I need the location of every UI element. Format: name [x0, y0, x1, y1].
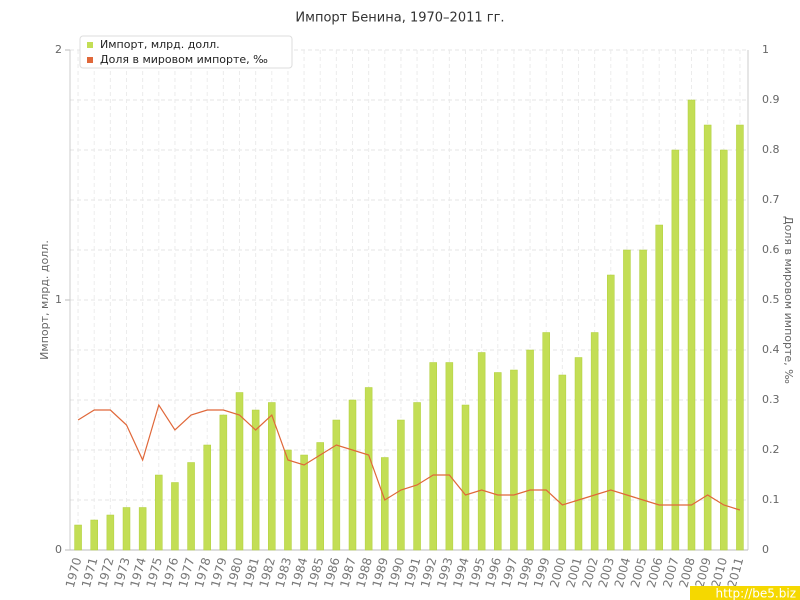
y2-axis-title: Доля в мировом импорте, ‰	[782, 216, 795, 384]
line	[77, 403, 741, 511]
bar	[348, 399, 357, 551]
bar	[494, 372, 502, 551]
y2-tick-label: 0.8	[762, 143, 780, 156]
y2-tick-label: 0.3	[762, 393, 780, 406]
bar	[655, 224, 663, 551]
y-tick-label: 2	[55, 43, 62, 56]
bar	[720, 149, 728, 551]
bar	[90, 519, 98, 551]
bar	[429, 362, 437, 551]
bar	[219, 414, 228, 551]
legend-swatch	[87, 57, 93, 63]
watermark: http://be5.biz	[716, 587, 796, 600]
bar	[639, 249, 647, 551]
bar	[397, 419, 405, 551]
bar	[106, 514, 115, 551]
bar	[671, 149, 680, 551]
bar	[155, 474, 163, 551]
y2-tick-label: 0.2	[762, 443, 780, 456]
bar	[558, 374, 567, 551]
bar	[526, 349, 534, 551]
bar	[736, 124, 744, 551]
bar	[171, 482, 179, 551]
y2-tick-label: 0.6	[762, 243, 780, 256]
watermark-bg	[690, 586, 800, 600]
y2-tick-label: 0.1	[762, 493, 780, 506]
y2-tick-label: 0.9	[762, 93, 780, 106]
legend-swatch	[87, 42, 93, 48]
bar	[445, 362, 454, 551]
bar	[268, 402, 276, 551]
bar	[590, 332, 599, 551]
legend-box	[79, 35, 293, 69]
bar	[413, 402, 421, 551]
bar	[74, 524, 82, 551]
bar	[703, 124, 712, 551]
bar	[122, 507, 131, 551]
bar	[332, 419, 341, 551]
bar	[235, 392, 244, 551]
y-tick-label: 0	[55, 543, 62, 556]
y2-tick-label: 0.5	[762, 293, 780, 306]
bar	[461, 404, 470, 551]
bar	[687, 99, 696, 551]
legend-label: Импорт, млрд. долл.	[100, 38, 220, 51]
bar	[138, 507, 147, 551]
y2-tick-label: 0	[762, 543, 769, 556]
bar	[251, 409, 260, 551]
bar	[300, 454, 308, 551]
bar	[187, 462, 195, 551]
y2-tick-label: 0.4	[762, 343, 780, 356]
chart-title: Импорт Бенина, 1970–2011 гг.	[295, 11, 504, 26]
bar	[477, 352, 486, 551]
y2-tick-label: 0.7	[762, 193, 780, 206]
bar	[364, 387, 373, 551]
legend-label: Доля в мировом импорте, ‰	[100, 53, 268, 66]
y-tick-label: 1	[55, 293, 62, 306]
bar	[574, 357, 583, 551]
bar	[607, 274, 615, 551]
bar	[623, 249, 631, 551]
bar	[203, 444, 211, 551]
bar	[316, 442, 324, 551]
y-axis-title: Импорт, млрд. долл.	[38, 240, 51, 360]
bar	[510, 369, 518, 551]
y2-tick-label: 1	[762, 43, 769, 56]
bar	[381, 457, 389, 551]
bar	[542, 332, 550, 551]
bar	[284, 449, 292, 551]
